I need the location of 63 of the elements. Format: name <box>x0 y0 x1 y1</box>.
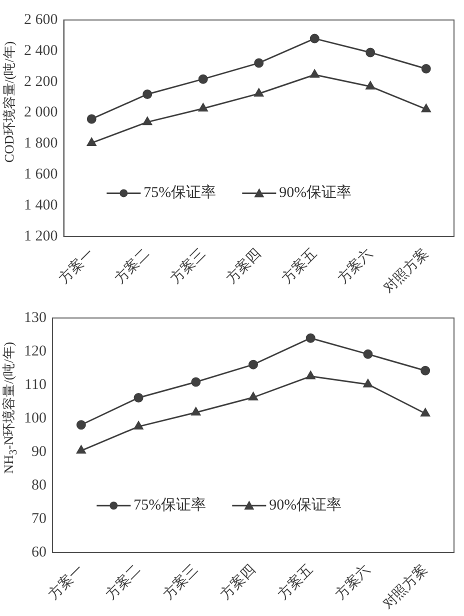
point <box>420 408 430 416</box>
point <box>363 349 373 359</box>
point <box>134 421 144 430</box>
y-tick-label: 100 <box>24 410 46 426</box>
legend-label: 75%保证率 <box>144 184 216 202</box>
point <box>86 114 96 124</box>
point <box>248 360 258 370</box>
x-tick-label: 方案三 <box>160 560 202 603</box>
y-tick-label: 2 200 <box>24 74 58 90</box>
y-tick-label: 1 600 <box>24 166 58 183</box>
point <box>366 81 376 90</box>
point <box>421 64 431 74</box>
x-tick-label: 方案六 <box>332 560 374 603</box>
x-tick-label: 对照方案 <box>380 244 432 296</box>
y-tick-label: 110 <box>24 376 46 393</box>
x-tick-label: 方案一 <box>44 560 87 603</box>
y-tick-label: 80 <box>32 477 46 494</box>
point <box>76 445 86 454</box>
y-tick-label: 1 200 <box>24 228 58 244</box>
point <box>254 58 264 68</box>
point <box>310 34 320 44</box>
point <box>191 407 201 416</box>
point <box>76 420 86 430</box>
point <box>306 333 316 343</box>
point <box>420 366 430 376</box>
y-tick-label: 2 400 <box>24 42 58 59</box>
x-tick-label: 对照方案 <box>379 560 431 612</box>
point <box>191 377 201 387</box>
x-tick-label: 方案二 <box>111 244 153 287</box>
x-tick-label: 方案四 <box>222 244 264 287</box>
point <box>306 371 316 380</box>
y-tick-label: 130 <box>24 310 46 326</box>
point <box>134 392 144 402</box>
point <box>86 138 96 146</box>
point <box>421 104 431 112</box>
legend-label: 90%保证率 <box>279 184 352 202</box>
point <box>142 116 152 126</box>
x-tick-label: 方案三 <box>166 244 209 287</box>
point <box>142 89 152 99</box>
x-tick-label: 方案六 <box>334 244 376 287</box>
point <box>366 48 376 58</box>
x-tick-label: 方案二 <box>102 560 144 603</box>
point <box>363 379 373 388</box>
y-tick-label: 90 <box>32 444 46 460</box>
x-tick-label: 方案四 <box>216 560 259 603</box>
y-tick-label: 60 <box>32 544 46 560</box>
point <box>198 103 208 112</box>
y-tick-label: 2 600 <box>24 12 58 28</box>
legend-label: 75%保证率 <box>134 496 206 514</box>
x-tick-label: 方案五 <box>274 560 316 603</box>
x-tick-label: 方案五 <box>278 244 320 287</box>
legend-label: 90%保证率 <box>269 496 342 514</box>
y-axis-title: COD环境容量/(吨/年) <box>1 41 18 163</box>
point <box>198 74 208 84</box>
y-tick-label: 1 400 <box>24 198 58 214</box>
point <box>248 392 258 400</box>
y-tick-label: 1 800 <box>24 136 58 152</box>
y-tick-label: 120 <box>24 343 46 360</box>
y-tick-label: 70 <box>32 510 46 527</box>
point <box>254 88 264 97</box>
x-tick-label: 方案一 <box>55 244 98 287</box>
point <box>310 70 320 78</box>
y-tick-label: 2 000 <box>24 104 58 121</box>
